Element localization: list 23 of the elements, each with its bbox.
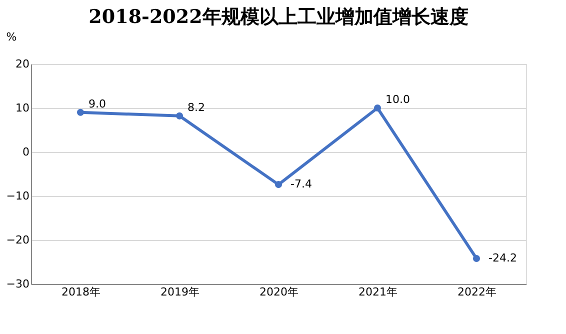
y-tick-label: 20 <box>16 58 30 70</box>
x-tick-label: 2021年 <box>358 286 398 298</box>
data-label: 8.2 <box>188 100 205 114</box>
data-label: -7.4 <box>290 178 312 191</box>
chart-title: 2018-2022年规模以上工业增加值增长速度 <box>88 6 468 28</box>
y-tick-label: −30 <box>6 278 30 290</box>
data-label: -24.2 <box>488 251 517 264</box>
x-tick-label: 2020年 <box>260 286 298 298</box>
point <box>274 181 282 188</box>
point <box>76 108 84 116</box>
point <box>176 112 184 120</box>
y-tick-label: −20 <box>6 234 30 246</box>
point <box>472 254 480 262</box>
point <box>374 104 382 112</box>
x-tick-label: 2018年 <box>62 286 100 298</box>
data-label: 10.0 <box>386 93 410 106</box>
y-axis-title: % <box>6 30 17 44</box>
y-tick-label: 10 <box>16 102 30 114</box>
x-tick-label: 2019年 <box>160 286 200 298</box>
x-tick-label: 2022年 <box>458 286 496 298</box>
y-tick-label: −10 <box>6 190 30 202</box>
data-label: 9.0 <box>88 97 106 110</box>
y-tick-label: 0 <box>22 146 30 158</box>
